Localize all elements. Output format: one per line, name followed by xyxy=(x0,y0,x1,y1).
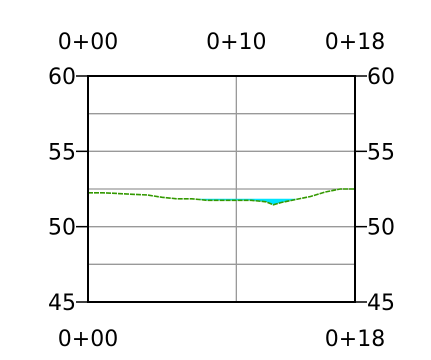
plot-frame xyxy=(76,75,367,303)
y-tick-label-right: 60 xyxy=(367,65,395,90)
tick-labels: 60 60 55 55 50 50 45 45 0+00 0+10 0+18 0+00 0+18 xyxy=(48,30,395,352)
x-tick-label-top: 0+10 xyxy=(206,30,266,55)
x-tick-label-top: 0+00 xyxy=(58,30,118,55)
y-tick-label-right: 45 xyxy=(367,291,395,316)
plot-border xyxy=(87,75,356,303)
x-tick-label-top: 0+18 xyxy=(325,30,385,55)
y-tick-label-left: 50 xyxy=(48,216,76,241)
series-layer xyxy=(88,188,355,206)
y-tick-label-left: 60 xyxy=(48,65,76,90)
y-tick-label-right: 55 xyxy=(367,140,395,165)
y-tick-label-right: 50 xyxy=(367,216,395,241)
y-tick-label-left: 45 xyxy=(48,291,76,316)
ground-profile-line xyxy=(88,188,355,206)
grid-lines xyxy=(88,76,355,302)
x-tick-label-bottom: 0+18 xyxy=(325,327,385,352)
x-tick-label-bottom: 0+00 xyxy=(58,327,118,352)
y-tick-label-left: 55 xyxy=(48,140,76,165)
